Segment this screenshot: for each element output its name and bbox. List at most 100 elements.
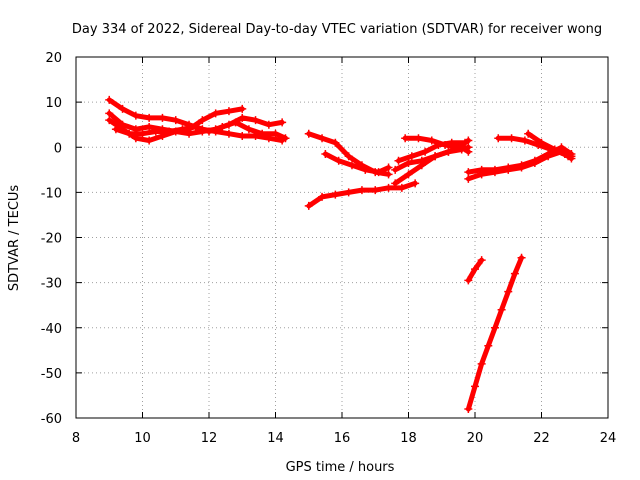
data-point bbox=[224, 129, 233, 138]
data-point bbox=[517, 161, 526, 170]
x-tick-label: 8 bbox=[72, 431, 80, 446]
data-point bbox=[371, 186, 380, 195]
data-point bbox=[431, 152, 440, 161]
data-point bbox=[264, 120, 273, 129]
data-point bbox=[158, 113, 167, 122]
y-tick-label: -50 bbox=[41, 367, 62, 382]
series-arc-17 bbox=[464, 253, 526, 413]
data-point bbox=[321, 150, 330, 159]
data-point bbox=[477, 165, 486, 174]
chart-title: Day 334 of 2022, Sidereal Day-to-day VTE… bbox=[72, 22, 602, 37]
data-point bbox=[304, 129, 313, 138]
data-point bbox=[537, 138, 546, 147]
data-point bbox=[414, 134, 423, 143]
data-point bbox=[490, 165, 499, 174]
data-point bbox=[318, 192, 327, 201]
data-point bbox=[304, 201, 313, 210]
data-point bbox=[238, 131, 247, 140]
data-point bbox=[530, 156, 539, 165]
data-point bbox=[464, 174, 473, 183]
data-point bbox=[457, 145, 466, 154]
data-point bbox=[397, 183, 406, 192]
data-point bbox=[331, 190, 340, 199]
data-point bbox=[524, 129, 533, 138]
data-point bbox=[138, 129, 147, 138]
data-point bbox=[404, 159, 413, 168]
data-point bbox=[224, 107, 233, 116]
data-point bbox=[145, 122, 154, 131]
grid-lines bbox=[76, 57, 608, 418]
data-point bbox=[271, 129, 280, 138]
data-point bbox=[464, 168, 473, 177]
data-point bbox=[131, 111, 140, 120]
data-point bbox=[510, 269, 519, 278]
data-point bbox=[281, 134, 290, 143]
data-point bbox=[171, 116, 180, 125]
data-point bbox=[244, 125, 253, 134]
series-arc-15 bbox=[524, 129, 573, 161]
data-point bbox=[497, 305, 506, 314]
data-point bbox=[347, 161, 356, 170]
data-point bbox=[218, 122, 227, 131]
x-tick-label: 24 bbox=[600, 431, 617, 446]
x-axis-label: GPS time / hours bbox=[286, 460, 395, 475]
series-arc-4 bbox=[111, 118, 290, 143]
data-point bbox=[490, 323, 499, 332]
y-axis-label: SDTVAR / TECUs bbox=[7, 185, 22, 292]
series-arc-11 bbox=[391, 143, 473, 174]
data-point bbox=[258, 129, 267, 138]
data-point bbox=[504, 163, 513, 172]
data-point bbox=[145, 113, 154, 122]
data-point bbox=[145, 136, 154, 145]
data-point bbox=[105, 95, 114, 104]
data-point bbox=[165, 127, 174, 136]
data-point bbox=[464, 136, 473, 145]
x-tick-label: 20 bbox=[467, 431, 484, 446]
data-point bbox=[384, 170, 393, 179]
data-point bbox=[318, 134, 327, 143]
data-point bbox=[477, 359, 486, 368]
data-point bbox=[344, 152, 353, 161]
data-point bbox=[125, 129, 134, 138]
data-point bbox=[544, 150, 553, 159]
data-point bbox=[464, 276, 473, 285]
data-point bbox=[185, 129, 194, 138]
data-point bbox=[205, 127, 213, 136]
y-tick-label: -20 bbox=[41, 232, 62, 247]
data-point bbox=[118, 104, 127, 113]
data-point bbox=[407, 152, 416, 161]
data-point bbox=[151, 127, 160, 136]
x-tick-label: 12 bbox=[201, 431, 218, 446]
x-tick-label: 16 bbox=[334, 431, 351, 446]
series-arc-6 bbox=[321, 150, 393, 177]
data-point bbox=[344, 188, 353, 197]
y-tick-label: -30 bbox=[41, 277, 62, 292]
data-point bbox=[361, 165, 370, 174]
data-point bbox=[357, 186, 366, 195]
data-point bbox=[411, 179, 420, 188]
data-point bbox=[331, 138, 340, 147]
data-point bbox=[417, 156, 426, 165]
data-point bbox=[520, 136, 529, 145]
data-point bbox=[441, 140, 450, 149]
series-arc-16 bbox=[464, 256, 486, 285]
data-point bbox=[191, 122, 200, 131]
data-point bbox=[374, 168, 383, 177]
data-point bbox=[401, 134, 410, 143]
y-tick-label: -40 bbox=[41, 322, 62, 337]
data-point bbox=[384, 163, 393, 172]
data-point bbox=[404, 170, 413, 179]
data-point bbox=[231, 118, 240, 127]
data-point bbox=[557, 143, 566, 152]
data-point bbox=[427, 136, 436, 145]
data-point bbox=[464, 143, 473, 152]
data-point bbox=[421, 147, 430, 156]
y-tick-label: -10 bbox=[41, 186, 62, 201]
data-point bbox=[484, 341, 493, 350]
data-point bbox=[394, 156, 403, 165]
x-tick-label: 14 bbox=[267, 431, 284, 446]
data-point bbox=[517, 253, 526, 262]
data-point bbox=[251, 116, 260, 125]
data-point bbox=[278, 118, 287, 127]
